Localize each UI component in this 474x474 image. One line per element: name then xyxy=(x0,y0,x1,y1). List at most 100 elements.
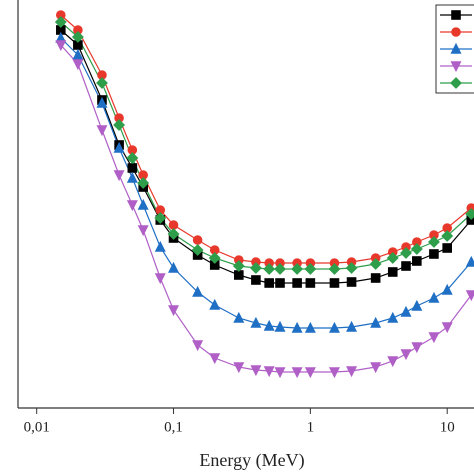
data-point xyxy=(55,40,67,52)
data-point xyxy=(441,322,453,334)
data-point xyxy=(328,321,340,333)
data-point xyxy=(292,278,302,288)
data-point xyxy=(369,258,382,270)
data-point xyxy=(168,261,180,273)
legend-marker xyxy=(451,10,461,20)
data-point xyxy=(263,366,275,378)
data-point xyxy=(137,198,149,210)
data-point xyxy=(168,305,180,317)
data-point xyxy=(249,262,262,274)
data-point xyxy=(328,367,340,379)
data-point xyxy=(233,311,245,323)
data-point xyxy=(429,249,439,259)
data-point xyxy=(411,342,423,354)
data-point xyxy=(126,200,138,212)
data-point xyxy=(113,141,125,153)
data-point xyxy=(346,320,358,332)
data-point xyxy=(305,278,316,288)
data-point xyxy=(370,273,381,283)
data-point xyxy=(96,125,108,137)
data-point xyxy=(96,96,108,108)
data-point xyxy=(411,299,423,311)
data-point xyxy=(113,119,126,131)
data-point xyxy=(250,316,262,328)
data-point xyxy=(274,263,286,275)
data-point xyxy=(264,278,274,288)
data-point xyxy=(441,230,454,242)
data-point xyxy=(465,255,474,267)
series-line xyxy=(60,14,472,264)
x-axis-label: Energy (MeV) xyxy=(199,450,304,471)
data-point xyxy=(400,305,412,317)
legend-marker xyxy=(450,77,462,89)
data-point xyxy=(400,349,412,361)
data-point xyxy=(191,244,204,256)
data-point xyxy=(113,170,125,182)
data-point xyxy=(192,285,204,297)
data-point xyxy=(441,283,453,295)
data-point xyxy=(428,332,440,344)
data-point xyxy=(370,316,382,328)
data-point xyxy=(274,320,286,332)
data-point xyxy=(345,262,358,274)
data-point xyxy=(233,362,245,374)
data-point xyxy=(387,356,399,368)
legend-marker xyxy=(450,61,462,73)
data-point xyxy=(291,367,303,379)
data-point xyxy=(304,321,316,333)
data-point xyxy=(387,267,398,277)
data-point xyxy=(137,225,149,237)
data-point xyxy=(410,243,423,255)
legend-marker xyxy=(450,42,462,54)
data-point xyxy=(401,261,411,271)
x-tick-label: 0,1 xyxy=(164,419,183,435)
data-point xyxy=(304,367,316,379)
data-point xyxy=(250,365,262,377)
data-point xyxy=(370,362,382,374)
data-point xyxy=(400,247,412,259)
data-point xyxy=(304,263,317,275)
data-point xyxy=(442,243,452,253)
data-point xyxy=(428,291,440,303)
x-tick-label: 10 xyxy=(440,419,455,435)
data-point xyxy=(346,277,357,287)
data-point xyxy=(329,278,340,288)
data-point xyxy=(96,77,108,89)
data-point xyxy=(154,212,167,224)
data-point xyxy=(232,260,245,272)
data-point xyxy=(275,278,285,288)
data-point xyxy=(126,152,139,164)
data-point xyxy=(346,366,358,378)
data-point xyxy=(263,319,275,331)
data-point xyxy=(291,321,303,333)
data-point xyxy=(72,59,84,71)
data-point xyxy=(127,163,138,173)
data-point xyxy=(209,353,221,365)
data-point xyxy=(465,208,474,220)
legend-marker xyxy=(451,27,461,37)
data-point xyxy=(209,298,221,310)
data-point xyxy=(126,171,138,183)
data-point xyxy=(291,263,304,275)
series-line xyxy=(60,44,472,373)
x-tick-label: 0,01 xyxy=(24,419,50,435)
data-point xyxy=(154,240,166,252)
data-point xyxy=(154,273,166,285)
data-point xyxy=(274,367,286,379)
data-point xyxy=(465,290,474,302)
data-point xyxy=(412,256,422,266)
data-point xyxy=(71,31,84,43)
x-tick-label: 1 xyxy=(307,419,315,435)
data-point xyxy=(208,252,221,264)
data-point xyxy=(387,311,399,323)
data-point xyxy=(192,340,204,352)
data-point xyxy=(263,263,276,275)
data-point xyxy=(167,228,180,240)
data-point xyxy=(192,235,203,245)
data-point xyxy=(328,263,341,275)
data-point xyxy=(54,16,67,28)
data-point xyxy=(251,275,261,285)
data-point xyxy=(428,236,440,248)
data-point xyxy=(137,177,150,189)
